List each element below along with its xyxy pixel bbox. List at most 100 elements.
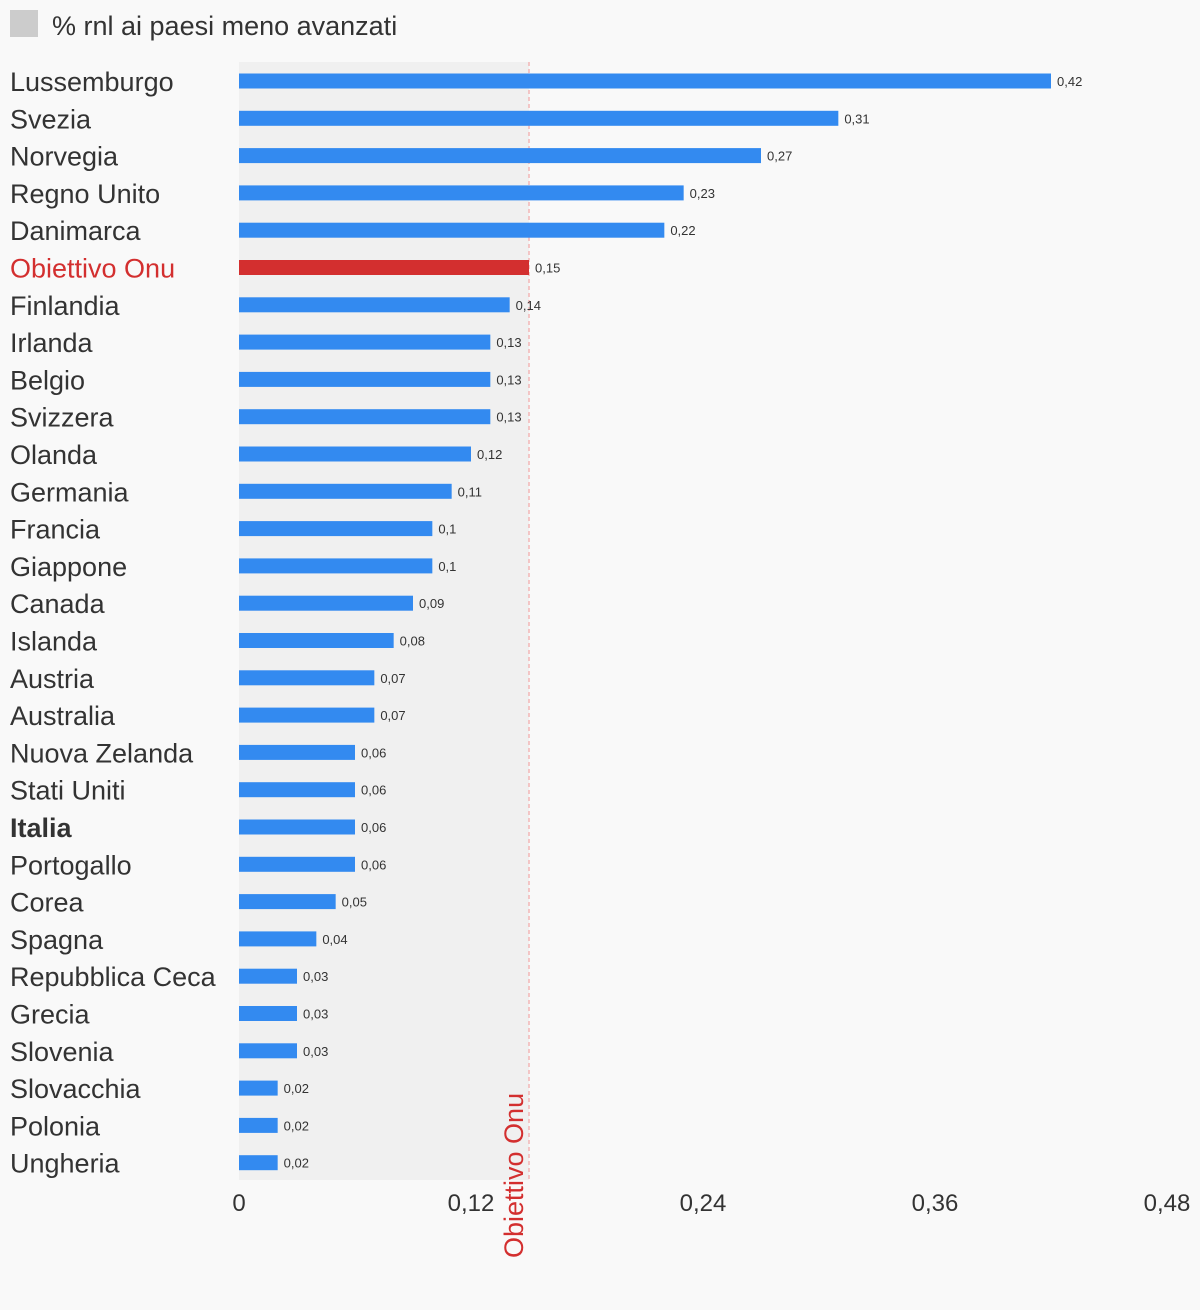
- legend-swatch: [10, 10, 38, 37]
- value-label: 0,11: [458, 484, 482, 499]
- bar: [239, 968, 297, 984]
- bar: [239, 856, 355, 872]
- category-label: Corea: [10, 888, 85, 918]
- bar: [239, 1043, 297, 1059]
- category-label: Canada: [10, 589, 106, 619]
- category-label: Islanda: [10, 627, 98, 657]
- category-label: Regno Unito: [10, 179, 160, 209]
- category-label: Repubblica Ceca: [10, 962, 217, 992]
- value-label: 0,06: [361, 783, 386, 798]
- value-label: 0,42: [1057, 74, 1082, 89]
- category-label: Danimarca: [10, 216, 142, 246]
- category-label: Belgio: [10, 365, 85, 395]
- value-label: 0,07: [380, 708, 405, 723]
- category-label: Giappone: [10, 552, 127, 582]
- bar: [239, 782, 355, 798]
- x-tick-label: 0,24: [680, 1190, 727, 1217]
- bar: [239, 707, 375, 723]
- x-tick-label: 0,48: [1144, 1190, 1191, 1217]
- category-label: Australia: [10, 701, 116, 731]
- category-label: Portogallo: [10, 850, 132, 880]
- value-label: 0,06: [361, 857, 386, 872]
- bar: [239, 633, 394, 648]
- category-label: Lussemburgo: [10, 67, 174, 97]
- category-label: Svezia: [10, 104, 92, 134]
- category-label: Slovenia: [10, 1037, 115, 1067]
- bar: [239, 73, 1051, 89]
- category-label: Finlandia: [10, 291, 121, 321]
- value-label: 0,27: [767, 149, 792, 164]
- category-label: Olanda: [10, 440, 98, 470]
- category-label: Irlanda: [10, 328, 94, 358]
- bar: [239, 1006, 297, 1021]
- value-label: 0,05: [342, 895, 367, 910]
- value-label: 0,14: [516, 298, 541, 313]
- category-label: Polonia: [10, 1111, 101, 1141]
- value-label: 0,03: [303, 1044, 328, 1059]
- bar: [239, 371, 491, 387]
- value-label: 0,31: [844, 111, 869, 126]
- category-label: Austria: [10, 664, 95, 694]
- bar: [239, 931, 317, 947]
- category-label: Svizzera: [10, 403, 115, 433]
- category-label: Slovacchia: [10, 1074, 142, 1104]
- value-label: 0,22: [670, 223, 695, 238]
- bar: [239, 744, 355, 760]
- bar: [239, 595, 413, 611]
- category-label: Francia: [10, 515, 101, 545]
- value-label: 0,23: [690, 186, 715, 201]
- bar: [239, 1117, 278, 1133]
- value-label: 0,12: [477, 447, 502, 462]
- highlight-bar: [239, 260, 529, 275]
- value-label: 0,02: [284, 1156, 309, 1171]
- bar: [239, 446, 471, 462]
- category-label: Ungheria: [10, 1149, 121, 1179]
- value-label: 0,06: [361, 745, 386, 760]
- value-label: 0,15: [535, 261, 560, 276]
- value-label: 0,13: [496, 410, 521, 425]
- value-label: 0,02: [284, 1118, 309, 1133]
- bar: [239, 1080, 278, 1096]
- bar: [239, 558, 433, 574]
- value-label: 0,03: [303, 1007, 328, 1022]
- bar: [239, 819, 355, 835]
- x-tick-label: 0: [232, 1190, 245, 1217]
- value-label: 0,03: [303, 969, 328, 984]
- x-tick-label: 0,36: [912, 1190, 959, 1217]
- value-label: 0,08: [400, 634, 425, 649]
- bar: [239, 1155, 278, 1171]
- bar: [239, 409, 491, 425]
- value-label: 0,13: [496, 372, 521, 387]
- value-label: 0,1: [438, 559, 456, 574]
- value-label: 0,13: [496, 335, 521, 350]
- value-label: 0,04: [322, 932, 347, 947]
- value-label: 0,02: [284, 1081, 309, 1096]
- bar: [239, 185, 684, 201]
- category-label: Italia: [10, 813, 73, 843]
- value-label: 0,07: [380, 671, 405, 686]
- bar: [239, 894, 336, 910]
- category-label: Grecia: [10, 1000, 91, 1030]
- category-label: Nuova Zelanda: [10, 738, 194, 768]
- target-band: [239, 62, 529, 1180]
- x-tick-label: 0,12: [448, 1190, 495, 1217]
- legend-label: % rnl ai paesi meno avanzati: [52, 11, 398, 41]
- category-label: Spagna: [10, 925, 104, 955]
- bar: [239, 148, 761, 164]
- category-label: Germania: [10, 477, 130, 507]
- bar: [239, 297, 510, 313]
- value-label: 0,1: [438, 522, 456, 537]
- value-label: 0,06: [361, 820, 386, 835]
- bar: [239, 222, 665, 238]
- bar: [239, 521, 433, 537]
- bar: [239, 670, 375, 686]
- bar: [239, 110, 839, 126]
- value-label: 0,09: [419, 596, 444, 611]
- bar: [239, 334, 491, 350]
- category-label: Norvegia: [10, 142, 119, 172]
- category-label: Obiettivo Onu: [10, 254, 175, 284]
- reference-line-label: Obiettivo Onu: [499, 1093, 529, 1258]
- category-label: Stati Uniti: [10, 776, 126, 806]
- bar: [239, 483, 452, 499]
